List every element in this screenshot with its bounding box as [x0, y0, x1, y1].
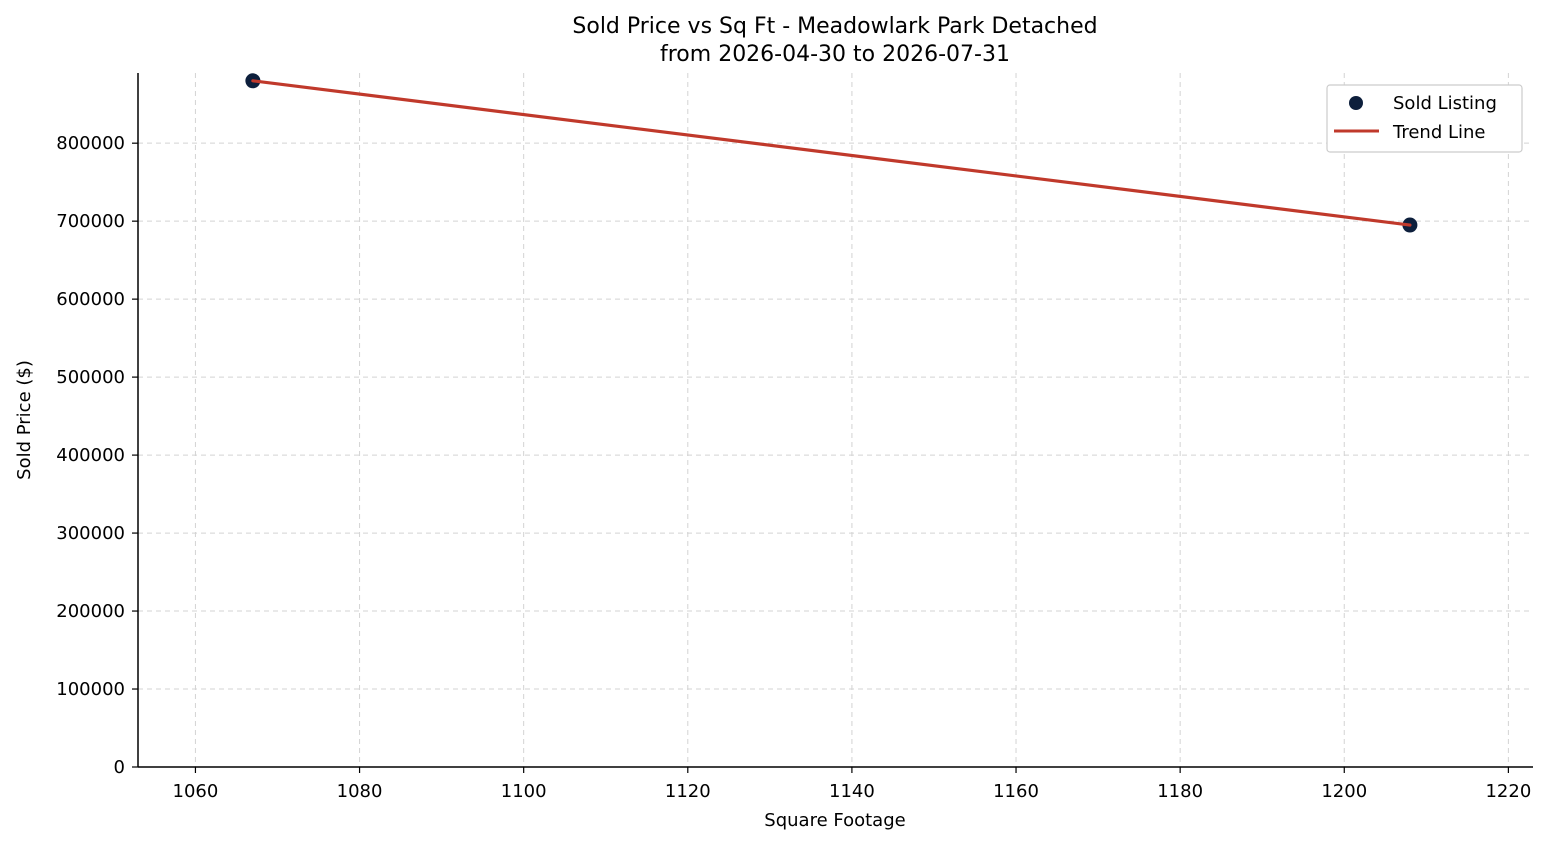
chart-title: Sold Price vs Sq Ft - Meadowlark Park De…: [572, 14, 1097, 39]
series-layer: [245, 73, 1418, 233]
y-tick-label: 100000: [56, 679, 125, 700]
y-tick-label: 400000: [56, 445, 125, 466]
y-tick-label: 700000: [56, 211, 125, 232]
y-tick-label: 0: [114, 757, 125, 778]
y-tick-label: 800000: [56, 133, 125, 154]
legend-box: [1326, 84, 1523, 153]
x-tick-label: 1160: [993, 781, 1039, 802]
legend-label-trend-line: Trend Line: [1392, 122, 1486, 143]
y-axis-label: Sold Price ($): [14, 360, 35, 480]
x-tick-label: 1200: [1321, 781, 1367, 802]
x-tick-label: 1120: [665, 781, 711, 802]
x-tick-label: 1220: [1485, 781, 1531, 802]
x-tick-label: 1140: [829, 781, 875, 802]
x-axis-label: Square Footage: [764, 810, 905, 831]
y-tick-label: 300000: [56, 523, 125, 544]
x-tick-label: 1100: [501, 781, 547, 802]
legend-scatter-marker: [1349, 96, 1363, 110]
chart-subtitle: from 2026-04-30 to 2026-07-31: [660, 42, 1010, 67]
gridlines: [138, 73, 1533, 767]
y-tick-label: 600000: [56, 289, 125, 310]
legend: Sold Listing Trend Line: [1326, 84, 1523, 153]
x-tick-label: 1180: [1157, 781, 1203, 802]
x-tick-label: 1080: [337, 781, 383, 802]
axes-spines: [137, 73, 1533, 768]
trend-line: [251, 79, 1412, 227]
x-axis-ticks: 1060 1080 1100 1120 1140 1160 1180 1200 1220: [173, 767, 1531, 802]
x-tick-label: 1060: [173, 781, 219, 802]
y-tick-label: 500000: [56, 367, 125, 388]
y-axis-ticks: 0 100000 200000 300000 400000 500000 600000 700…: [56, 133, 138, 778]
legend-label-sold-listing: Sold Listing: [1393, 93, 1497, 114]
y-tick-label: 200000: [56, 601, 125, 622]
